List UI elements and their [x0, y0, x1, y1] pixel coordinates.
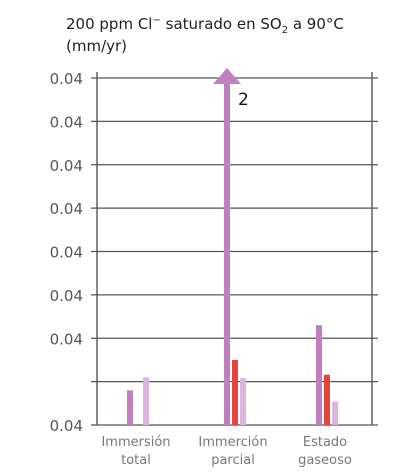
x-tick-label-line2: gaseoso	[298, 453, 352, 468]
y-unit-label: (mm/yr)	[66, 37, 127, 55]
bar	[143, 377, 149, 425]
y-tick-labels: 0.04 0.04 0.04 0.04 0.04 0.04 0.04 0.04	[50, 70, 83, 435]
y-tick-label: 0.04	[50, 244, 83, 262]
x-tick-label-line1: Immerción	[198, 435, 267, 450]
x-tick-labels: Immersión total Immerción parcial Estado gase…	[101, 435, 351, 468]
bar	[127, 390, 133, 425]
x-tick-label-line2: total	[121, 453, 151, 468]
overflow-arrowhead	[213, 68, 241, 84]
y-tick-label: 0.04	[50, 70, 83, 88]
overflow-annotation-label: 2	[238, 90, 249, 110]
y-tick-label: 0.04	[50, 157, 83, 175]
x-tick-label-line2: parcial	[211, 453, 255, 468]
bar	[316, 325, 322, 425]
bar	[332, 401, 338, 425]
bar	[324, 374, 330, 425]
bar-overflow	[224, 84, 230, 425]
y-tick-label: 0.04	[50, 113, 83, 131]
y-tick-label: 0.04	[50, 330, 83, 348]
bar	[240, 378, 246, 425]
y-tick-label: 0.04	[50, 200, 83, 218]
x-tick-label-line1: Immersión	[101, 435, 170, 450]
chart-title: 200 ppm Cl− saturado en SO2 a 90°C	[66, 15, 344, 36]
y-tick-label: 0.04	[50, 287, 83, 305]
x-tick-label-line1: Estado	[303, 435, 347, 450]
bar	[232, 359, 238, 425]
y-tick-label: 0.04	[50, 417, 83, 435]
bars: 2	[127, 68, 338, 425]
